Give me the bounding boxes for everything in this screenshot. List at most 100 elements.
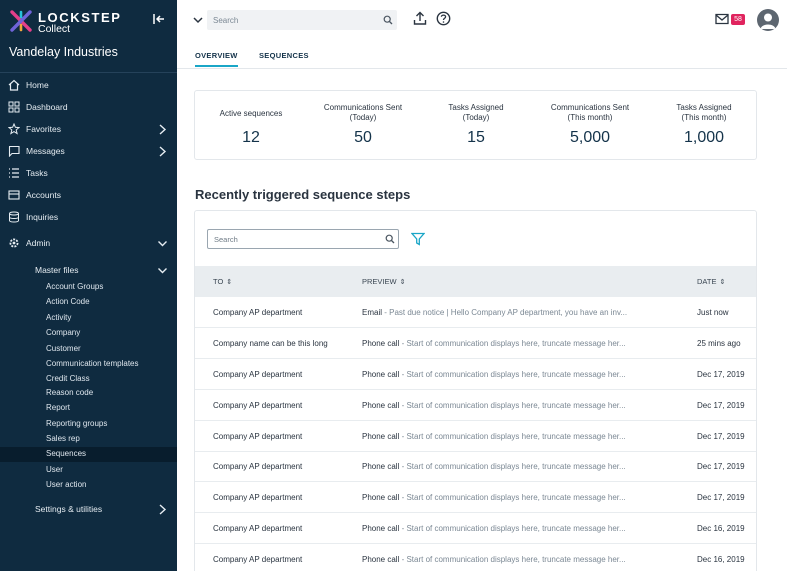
sub-item-sales-rep[interactable]: Sales rep (0, 432, 177, 447)
nav-item-tasks[interactable]: Tasks (0, 163, 177, 185)
sub-item-sequences[interactable]: Sequences (0, 447, 177, 462)
cell-date: Dec 17, 2019 (697, 370, 745, 379)
column-header-label: PREVIEW (362, 277, 397, 286)
sub-item-label: Company (46, 328, 81, 337)
gear-icon (9, 238, 19, 248)
brand-logo[interactable]: LOCKSTEP Collect (10, 9, 130, 35)
table-row[interactable]: Company AP department Phone call - Start… (195, 390, 756, 421)
cell-preview: Phone call - Start of communication disp… (362, 462, 662, 471)
table-row[interactable]: Company AP department Phone call - Start… (195, 359, 756, 390)
sub-item-reason-code[interactable]: Reason code (0, 386, 177, 401)
table-row[interactable]: Company AP department Phone call - Start… (195, 421, 756, 452)
cell-date: Dec 16, 2019 (697, 524, 745, 533)
preview-kind: Email (362, 308, 383, 317)
preview-message: - Start of communication displays here, … (399, 555, 626, 564)
upload-icon[interactable] (413, 11, 427, 26)
nav-item-home[interactable]: Home (0, 75, 177, 97)
tab-overview[interactable]: OVERVIEW (195, 51, 238, 67)
star-icon (8, 123, 20, 135)
dashboard-icon (8, 101, 20, 113)
preview-kind: Phone call (362, 493, 400, 502)
column-header-preview[interactable]: PREVIEW ⇕ (362, 277, 405, 286)
sub-item-user-action[interactable]: User action (0, 478, 177, 493)
sub-item-account-groups[interactable]: Account Groups (0, 280, 177, 295)
preview-message: - Start of communication displays here, … (399, 462, 626, 471)
cell-to: Company AP department (213, 401, 303, 410)
cell-to: Company AP department (213, 555, 303, 564)
nav-item-favorites[interactable]: Favorites (0, 119, 177, 141)
column-header-to[interactable]: TO ⇕ (213, 277, 232, 286)
search-icon[interactable] (385, 234, 395, 244)
sub-item-action-code[interactable]: Action Code (0, 295, 177, 310)
table-header: TO ⇕ PREVIEW ⇕ DATE ⇕ (195, 266, 756, 297)
preview-message: - Start of communication displays here, … (399, 370, 626, 379)
nav-label: Dashboard (26, 102, 68, 112)
nav-label: Messages (26, 146, 65, 156)
stat-value: 12 (242, 129, 260, 146)
stat-communications-month: Communications Sent (This month) 5,000 (534, 91, 646, 161)
nav-group-label: Settings & utilities (35, 504, 103, 514)
preview-kind: Phone call (362, 524, 400, 533)
table-search-input[interactable] (214, 233, 374, 245)
table-row[interactable]: Company AP department Email - Past due n… (195, 297, 756, 328)
nav-group-label: Master files (35, 265, 79, 275)
sub-item-label: Activity (46, 313, 72, 322)
cell-to: Company AP department (213, 462, 303, 471)
table-row[interactable]: Company AP department Phone call - Start… (195, 482, 756, 513)
nav-group-master-files[interactable]: Master files (0, 261, 177, 281)
sort-icon: ⇕ (719, 279, 726, 286)
table-row[interactable]: Company AP department Phone call - Start… (195, 544, 756, 571)
cell-date: Dec 17, 2019 (697, 462, 745, 471)
sub-item-user[interactable]: User (0, 463, 177, 478)
cell-date: Dec 16, 2019 (697, 555, 745, 564)
top-bar: 58 (177, 0, 787, 40)
nav-item-dashboard[interactable]: Dashboard (0, 97, 177, 119)
inbox-icon[interactable] (715, 13, 729, 25)
cell-to: Company AP department (213, 432, 303, 441)
chevron-down-icon[interactable] (192, 14, 204, 26)
sub-item-reporting-groups[interactable]: Reporting groups (0, 417, 177, 432)
sub-item-activity[interactable]: Activity (0, 311, 177, 326)
nav-label: Tasks (26, 168, 48, 178)
sub-item-communication-templates[interactable]: Communication templates (0, 357, 177, 372)
sub-item-label: User (46, 465, 63, 474)
cell-to: Company name can be this long (213, 339, 328, 348)
lockstep-logo-icon (10, 10, 32, 32)
preview-kind: Phone call (362, 432, 400, 441)
nav-label: Admin (26, 238, 51, 248)
nav-item-admin[interactable]: Admin (0, 233, 177, 255)
search-icon[interactable] (383, 15, 393, 25)
nav-item-inquiries[interactable]: Inquiries (0, 207, 177, 229)
column-header-date[interactable]: DATE ⇕ (697, 277, 725, 286)
help-icon[interactable] (436, 11, 451, 26)
table-row[interactable]: Company AP department Phone call - Start… (195, 451, 756, 482)
table-row[interactable]: Company AP department Phone call - Start… (195, 513, 756, 544)
nav-item-messages[interactable]: Messages (0, 141, 177, 163)
cell-to: Company AP department (213, 524, 303, 533)
stats-card: Active sequences 12 Communications Sent … (194, 90, 757, 160)
cell-preview: Phone call - Start of communication disp… (362, 524, 662, 533)
table-row[interactable]: Company name can be this long Phone call… (195, 328, 756, 359)
filter-icon[interactable] (411, 232, 425, 246)
stat-title: Tasks Assigned (This month) (676, 103, 732, 122)
sub-item-company[interactable]: Company (0, 326, 177, 341)
stat-value: 50 (354, 129, 372, 146)
sub-item-customer[interactable]: Customer (0, 342, 177, 357)
chevron-down-icon (158, 241, 167, 247)
nav-group-settings-utilities[interactable]: Settings & utilities (0, 500, 177, 520)
tab-sequences[interactable]: SEQUENCES (259, 51, 309, 60)
sort-icon: ⇕ (399, 279, 406, 286)
collapse-sidebar-icon[interactable] (152, 12, 166, 26)
cell-date: Dec 17, 2019 (697, 401, 745, 410)
sub-item-report[interactable]: Report (0, 401, 177, 416)
nav-item-accounts[interactable]: Accounts (0, 185, 177, 207)
global-search (207, 10, 397, 30)
chevron-down-icon (158, 268, 167, 274)
table-search (207, 229, 399, 249)
sub-item-credit-class[interactable]: Credit Class (0, 372, 177, 387)
preview-kind: Phone call (362, 401, 400, 410)
user-avatar[interactable] (757, 9, 779, 31)
sub-item-label: Reporting groups (46, 419, 108, 428)
preview-message: - Start of communication displays here, … (399, 524, 626, 533)
global-search-input[interactable] (213, 13, 373, 27)
